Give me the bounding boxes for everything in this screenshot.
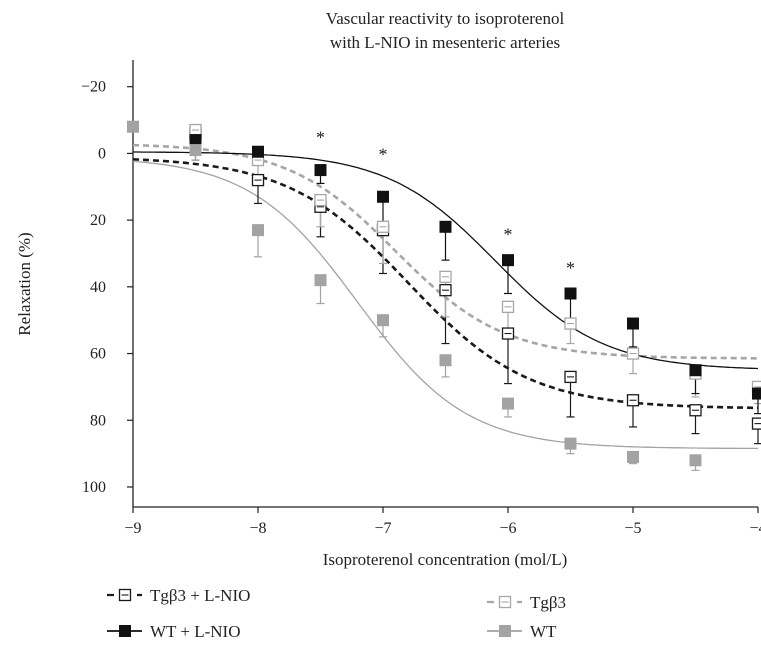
legend-marker (499, 625, 511, 637)
title-line-2: with L-NIO in mesenteric arteries (330, 33, 560, 52)
legend-label: WT (530, 622, 557, 641)
y-tick-label: 80 (90, 412, 106, 429)
x-tick-label: −8 (249, 520, 266, 537)
significance-asterisk: * (316, 128, 325, 148)
data-point-series-3 (627, 317, 639, 330)
data-point-series-1 (501, 327, 515, 340)
data-point-series-2 (376, 220, 390, 233)
legend-item-4: WT (487, 622, 557, 641)
significance-asterisk: * (504, 224, 513, 244)
data-point-series-4 (314, 274, 327, 287)
data-point-series-2 (439, 270, 452, 283)
y-axis-label: Relaxation (%) (15, 232, 34, 335)
significance-asterisk: * (566, 258, 575, 278)
legend-marker (118, 588, 132, 602)
data-point-series-3 (564, 287, 577, 300)
data-point-series-3 (189, 134, 202, 147)
legend-marker (498, 595, 512, 609)
data-point-series-3 (439, 220, 452, 233)
data-point-series-1 (251, 173, 265, 187)
data-point-series-3 (752, 387, 761, 400)
fit-curve-series-4 (132, 160, 758, 450)
fit-curve-series-1 (132, 158, 758, 410)
legend-marker (119, 625, 131, 637)
data-point-series-1 (751, 417, 761, 430)
data-point-series-3 (502, 254, 514, 267)
data-points (127, 120, 761, 467)
legend-item-1: Tgβ3 + L-NIO (107, 586, 250, 605)
significance-marks: * * * * (316, 128, 575, 278)
legend-label: WT + L-NIO (150, 622, 240, 641)
data-point-series-3 (689, 364, 702, 377)
data-point-series-2 (564, 317, 577, 330)
significance-asterisk: * (379, 144, 388, 164)
legend: Tgβ3 + L-NIO Tgβ3 WT + L-NIO WT (107, 586, 566, 641)
chart-axes: −20 0 20 40 60 80 100 −9 −8 −7 −6 −5 −4 Relaxation (%… (15, 60, 761, 569)
data-point-series-4 (439, 354, 452, 367)
data-point-series-4 (189, 144, 202, 157)
legend-label: Tgβ3 (530, 593, 566, 612)
legend-item-3: WT + L-NIO (107, 622, 240, 641)
data-point-series-3 (377, 190, 389, 203)
data-point-series-1 (564, 370, 577, 384)
y-tick-label: 60 (90, 346, 106, 363)
y-tick-label: 20 (90, 212, 106, 229)
data-point-series-4 (627, 450, 639, 463)
x-tick-label: −9 (124, 520, 141, 537)
y-tick-label: 40 (90, 279, 106, 296)
x-tick-label: −4 (749, 520, 761, 537)
data-point-series-2 (189, 123, 202, 137)
data-point-series-1 (626, 394, 640, 407)
fit-curve-series-3 (133, 151, 759, 370)
y-tick-label: −20 (81, 79, 106, 96)
x-axis-label: Isoproterenol concentration (mol/L) (323, 550, 568, 569)
data-point-series-4 (127, 120, 139, 133)
y-tick-label: 0 (98, 145, 106, 162)
data-point-series-4 (689, 454, 702, 467)
data-point-series-1 (439, 284, 452, 297)
x-tick-label: −5 (624, 520, 641, 537)
data-point-series-3 (252, 145, 264, 158)
data-point-series-3 (314, 164, 327, 177)
title-line-1: Vascular reactivity to isoproterenol (326, 9, 565, 28)
data-point-series-2 (501, 300, 515, 314)
data-point-series-4 (564, 437, 577, 450)
data-point-series-4 (252, 224, 264, 237)
y-tick-label: 100 (82, 479, 106, 496)
data-point-series-4 (502, 397, 514, 410)
chart-title: Vascular reactivity to isoproterenol with… (326, 9, 565, 52)
data-point-series-1 (689, 404, 702, 417)
data-point-series-4 (377, 314, 389, 327)
x-tick-label: −6 (499, 520, 516, 537)
legend-item-2: Tgβ3 (487, 593, 566, 612)
data-point-series-2 (626, 347, 640, 360)
legend-label: Tgβ3 + L-NIO (150, 586, 250, 605)
x-tick-label: −7 (374, 520, 391, 537)
data-point-series-2 (314, 193, 327, 207)
